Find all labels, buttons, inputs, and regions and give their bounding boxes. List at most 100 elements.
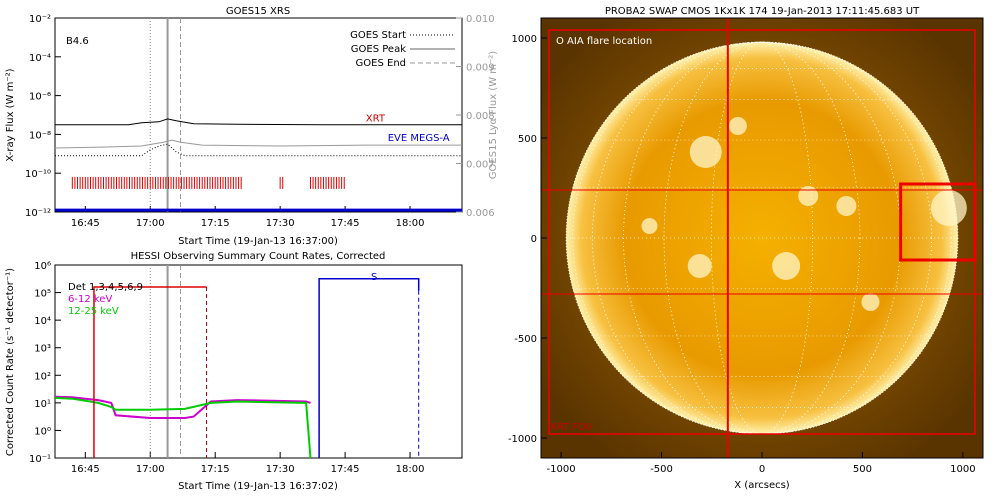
hessi-y-ticks: 10⁻¹ 10⁰ 10¹ 10² 10³ 10⁴ 10⁵ 10⁶ xyxy=(29,261,61,465)
goes-annotation: XRT xyxy=(366,114,386,125)
hessi-y-tick-label: 10⁶ xyxy=(34,261,51,272)
swap-x-tick-label: -1000 xyxy=(547,464,576,475)
swap-x-tick-label: 1000 xyxy=(950,464,975,475)
swap-aia-label: O AIA flare location xyxy=(556,36,652,47)
swap-x-tick-label: 0 xyxy=(759,464,765,475)
goes-series-line xyxy=(55,143,462,157)
goes-time-markers xyxy=(149,18,182,212)
swap-panel: PROBA2 SWAP CMOS 1Kx1K 174 19-Jan-2013 1… xyxy=(508,6,984,491)
goes-y-label: X-ray Flux (W m⁻²) xyxy=(5,68,16,161)
hessi-x-tick-label: 17:00 xyxy=(136,464,165,475)
swap-x-tick-label: -500 xyxy=(650,464,673,475)
goes-y2-tick-label: 0.008 xyxy=(466,111,495,122)
hessi-x-tick-label: 17:15 xyxy=(201,464,230,475)
hessi-y-tick-label: 10⁻¹ xyxy=(29,454,51,465)
goes-y2-tick-label: 0.010 xyxy=(466,14,495,25)
goes-y-tick-label: 10⁻² xyxy=(29,14,51,25)
goes-legend: GOES Start GOES Peak GOES End xyxy=(350,30,455,69)
active-region-glow xyxy=(772,252,801,280)
swap-x-label: X (arcsecs) xyxy=(734,480,790,491)
hessi-y-label: Corrected Count Rate (s⁻¹ detector⁻¹) xyxy=(5,268,16,456)
hessi-y-tick-label: 10¹ xyxy=(34,399,51,410)
goes-series xyxy=(54,118,462,212)
goes-y-tick-label: 10⁻⁸ xyxy=(29,130,51,141)
goes-x-tick-label: 17:00 xyxy=(136,218,165,229)
swap-y-ticks: -1000 -500 0 500 1000 xyxy=(508,34,547,445)
goes-y2-tick-label: 0.009 xyxy=(466,63,495,74)
swap-y-tick-label: 500 xyxy=(518,134,537,145)
active-region-glow xyxy=(930,190,967,226)
active-region-glow xyxy=(687,254,712,278)
swap-x-ticks: -1000 -500 0 500 1000 xyxy=(547,452,976,475)
active-region-glow xyxy=(641,218,658,234)
hessi-title: HESSI Observing Summary Count Rates, Cor… xyxy=(131,251,386,262)
swap-title: PROBA2 SWAP CMOS 1Kx1K 174 19-Jan-2013 1… xyxy=(605,6,920,17)
goes-annotation: EVE MEGS-A xyxy=(388,133,450,144)
hessi-x-tick-label: 17:45 xyxy=(331,464,360,475)
hessi-x-label: Start Time (19-Jan-13 16:37:02) xyxy=(178,481,338,492)
hessi-x-ticks: 16:45 17:00 17:15 17:30 17:45 18:00 xyxy=(71,452,424,475)
goes-x-tick-label: 17:15 xyxy=(201,218,230,229)
goes-x-tick-label: 17:30 xyxy=(266,218,295,229)
hessi-s-label: S xyxy=(371,272,377,283)
sun-active-regions xyxy=(641,117,967,311)
hessi-y-tick-label: 10³ xyxy=(34,344,51,355)
sun-longitude-line xyxy=(710,41,814,435)
hessi-plot-frame xyxy=(54,264,463,459)
hessi-y-tick-label: 10⁴ xyxy=(34,316,51,327)
goes-series-line xyxy=(54,139,462,149)
hessi-panel: HESSI Observing Summary Count Rates, Cor… xyxy=(5,251,463,492)
goes-class-label: B4.6 xyxy=(66,36,89,47)
goes-y-tick-label: 10⁻⁴ xyxy=(29,53,51,64)
sun-disk xyxy=(566,42,958,434)
goes-xrt-coverage xyxy=(71,176,345,189)
goes-x-label: Start Time (19-Jan-13 16:37:00) xyxy=(178,236,338,247)
hessi-legend-12-25: 12-25 keV xyxy=(68,306,119,317)
hessi-y-tick-label: 10⁰ xyxy=(34,426,51,437)
hessi-series-line xyxy=(54,395,311,419)
xrt-overlays xyxy=(541,18,983,458)
hessi-y-tick-label: 10² xyxy=(34,371,51,382)
hessi-legend-6-12: 6-12 keV xyxy=(68,294,112,305)
goes-x-tick-label: 16:45 xyxy=(71,218,100,229)
active-region-glow xyxy=(689,136,722,168)
swap-y-tick-label: -500 xyxy=(514,334,537,345)
sun-longitude-line xyxy=(592,41,932,435)
hessi-red-mode-line xyxy=(93,286,207,458)
sun-longitude-line xyxy=(572,41,952,435)
swap-y-tick-label: 0 xyxy=(531,234,537,245)
goes-series-line xyxy=(55,118,462,126)
swap-y-tick-label: 1000 xyxy=(512,34,537,45)
goes-y2-label: GOES15 Lyα Flux (W m⁻²) xyxy=(488,51,499,179)
goes-y2-tick-label: 0.007 xyxy=(466,160,495,171)
goes-y-tick-label: 10⁻⁶ xyxy=(29,92,51,103)
goes-legend-end: GOES End xyxy=(356,58,406,69)
goes-x-tick-label: 17:45 xyxy=(331,218,360,229)
flare-box xyxy=(899,182,977,262)
goes-y2-ticks: 0.006 0.007 0.008 0.009 0.010 xyxy=(456,14,495,219)
hessi-legend: Det 1,3,4,5,6,9 6-12 keV 12-25 keV xyxy=(68,282,143,317)
goes-x-tick-label: 18:00 xyxy=(396,218,425,229)
goes-y-tick-label: 10⁻¹⁰ xyxy=(25,169,51,180)
hessi-y-tick-label: 10⁵ xyxy=(34,289,51,300)
hessi-x-tick-label: 17:30 xyxy=(266,464,295,475)
hessi-mode-bars xyxy=(93,278,420,458)
swap-x-tick-label: 500 xyxy=(853,464,872,475)
active-region-glow xyxy=(836,196,857,216)
hessi-blue-mode-line xyxy=(318,278,420,458)
goes-legend-peak: GOES Peak xyxy=(351,44,406,55)
swap-y-tick-label: -1000 xyxy=(508,434,537,445)
active-region-glow xyxy=(728,117,747,135)
hessi-legend-det: Det 1,3,4,5,6,9 xyxy=(68,282,143,293)
swap-fov-label: XRT FOV xyxy=(550,422,593,433)
hessi-time-markers xyxy=(149,265,182,458)
goes-y-ticks: 10⁻¹² 10⁻¹⁰ 10⁻⁸ 10⁻⁶ 10⁻⁴ 10⁻² xyxy=(25,14,61,219)
goes-title: GOES15 XRS xyxy=(226,6,290,17)
active-region-glow xyxy=(798,186,819,206)
sun-longitude-line xyxy=(663,41,861,435)
goes-legend-start: GOES Start xyxy=(350,30,406,41)
goes-panel: GOES15 XRS 10⁻¹² 10⁻¹⁰ 10⁻⁸ 10⁻⁶ 10⁻⁴ 10⁻² 0.… xyxy=(5,6,499,247)
hessi-x-tick-label: 16:45 xyxy=(71,464,100,475)
